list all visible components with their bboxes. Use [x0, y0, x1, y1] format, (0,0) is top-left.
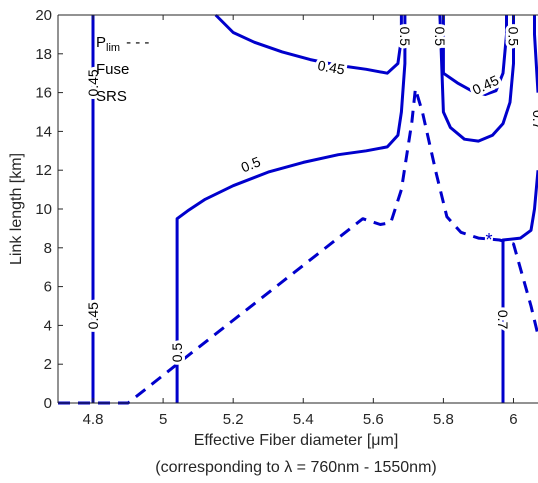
- legend-entry-srs: SRS: [96, 88, 127, 105]
- y-tick-label: 14: [35, 123, 52, 140]
- x-axis-label-line2: (corresponding to λ = 760nm - 1550nm): [155, 459, 436, 476]
- contour-label-9: 0.5: [505, 27, 521, 47]
- contour-label-11: 0.7: [495, 310, 511, 330]
- y-tick-label: 10: [35, 201, 52, 218]
- y-tick-label: 0: [44, 395, 52, 412]
- y-tick-label: 18: [35, 46, 52, 63]
- contour-label-3: 0.5: [169, 343, 185, 363]
- x-tick-label: 5.6: [363, 411, 384, 428]
- y-tick-label: 8: [44, 240, 52, 257]
- contour-line-3: [214, 13, 403, 75]
- x-tick-label: 5.4: [293, 411, 314, 428]
- legend-plim-sub: lim: [106, 42, 120, 54]
- contour-line-6: [501, 170, 538, 403]
- y-tick-label: 2: [44, 356, 52, 373]
- contour-line-5: [438, 14, 515, 143]
- x-tick-label: 4.8: [83, 411, 104, 428]
- contour-label-10: 0.7: [530, 110, 538, 130]
- legend-plim-main: P: [96, 34, 106, 51]
- operating-point-marker: *: [485, 230, 492, 250]
- y-tick-label: 16: [35, 85, 52, 102]
- contour-line-8: [58, 87, 538, 405]
- contour-line-2: [175, 15, 407, 403]
- x-tick-label: 6: [509, 411, 517, 428]
- x-tick-label: 5.8: [433, 411, 454, 428]
- contour-label-7: 0.5: [432, 27, 448, 47]
- series-layer: *: [58, 13, 538, 405]
- x-tick-label: 5.2: [223, 411, 244, 428]
- legend-entry-plim: Plim - - -: [96, 34, 149, 54]
- y-tick-label: 4: [44, 317, 52, 334]
- contour-line-7: [533, 15, 538, 93]
- x-tick-label: 5: [159, 411, 167, 428]
- y-axis-label: Link length [km]: [8, 153, 25, 265]
- contour-label-1: 0.45: [85, 69, 101, 96]
- contour-line-4: [441, 15, 508, 96]
- tick-labels: 4.8 5 5.2 5.4 5.6 5.8 6 0 2 4 6 8 10 12 14 16 18 20: [35, 7, 517, 428]
- y-tick-label: 6: [44, 279, 52, 296]
- legend: Plim - - - Fuse SRS: [96, 34, 149, 105]
- y-tick-label: 12: [35, 162, 52, 179]
- contour-label-6: 0.5: [397, 27, 413, 47]
- legend-plim-style: - - -: [126, 34, 149, 51]
- y-tick-label: 20: [35, 7, 52, 24]
- x-axis-label: Effective Fiber diameter [μm]: [194, 432, 399, 449]
- axes: [57, 14, 538, 404]
- legend-entry-fuse: Fuse: [96, 61, 129, 78]
- plot-area: [58, 15, 538, 403]
- contour-label-2: 0.45: [85, 302, 101, 329]
